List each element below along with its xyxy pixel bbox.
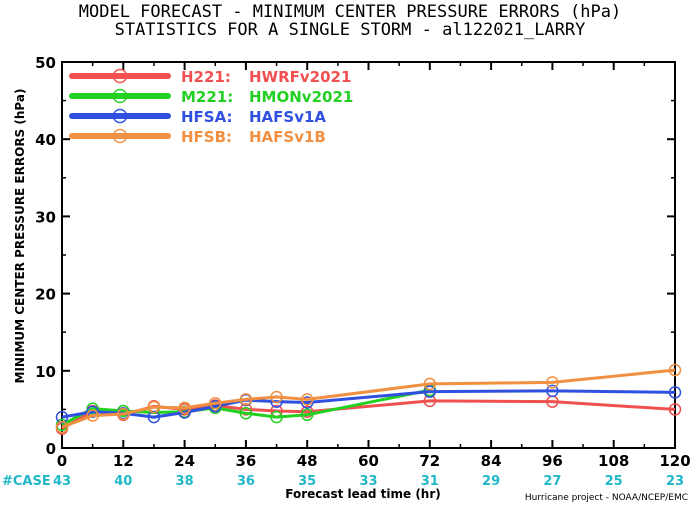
- x-tick-label: 12: [113, 452, 134, 470]
- y-tick-label: 10: [35, 363, 56, 381]
- legend-marker: [112, 68, 128, 84]
- data-point: [147, 410, 161, 424]
- legend-code: M221:: [181, 88, 233, 106]
- legend-model: HWRFv2021: [249, 68, 351, 86]
- legend-code: H221:: [181, 68, 231, 86]
- legend-marker: [112, 128, 128, 144]
- data-point: [423, 377, 437, 391]
- data-point: [300, 405, 314, 418]
- data-point: [55, 420, 69, 434]
- case-count: 38: [176, 474, 194, 489]
- data-point: [178, 401, 191, 415]
- case-count: 29: [482, 474, 500, 489]
- data-point: [300, 393, 314, 406]
- data-point: [668, 386, 682, 399]
- data-point: [270, 390, 283, 404]
- data-point: [546, 384, 559, 398]
- data-point: [147, 400, 161, 414]
- case-count: 35: [298, 474, 316, 489]
- case-count: 31: [421, 474, 439, 489]
- data-point: [300, 396, 314, 409]
- data-point: [209, 400, 222, 413]
- legend-model: HMONv2021: [249, 88, 353, 106]
- y-tick-label: 20: [35, 286, 56, 304]
- x-tick-label: 0: [57, 452, 67, 470]
- legend-model: HAFSv1A: [249, 108, 326, 126]
- data-point: [117, 407, 130, 421]
- case-count: 27: [543, 474, 561, 489]
- data-point: [55, 410, 69, 424]
- y-tick-label: 50: [35, 54, 56, 72]
- case-count: 43: [53, 474, 71, 489]
- case-count: 40: [114, 474, 132, 489]
- y-tick-label: 30: [35, 208, 56, 226]
- legend-model: HAFSv1B: [249, 128, 326, 146]
- chart-subtitle: STATISTICS FOR A SINGLE STORM - al122021…: [115, 20, 586, 40]
- x-tick-label: 120: [659, 452, 690, 470]
- case-count: 25: [605, 474, 623, 489]
- case-count: 33: [359, 474, 377, 489]
- plot-area: 0 43 12 40 24 38 36 36 48 35 60 33 72 31 84 29 96 27 108 25…: [35, 54, 691, 489]
- x-tick-label: 72: [419, 452, 440, 470]
- data-point: [546, 376, 559, 389]
- y-axis-label: MINIMUM CENTER PRESSURE ERRORS (hPa): [13, 89, 27, 384]
- x-tick-label: 108: [598, 452, 629, 470]
- data-point: [668, 403, 682, 416]
- data-point: [239, 407, 253, 420]
- data-point: [239, 393, 253, 406]
- data-point: [86, 405, 99, 418]
- credit-text: Hurricane project - NOAA/NCEP/EMC: [525, 493, 688, 503]
- data-point: [300, 408, 314, 422]
- data-point: [239, 403, 253, 416]
- data-point: [668, 363, 682, 377]
- y-tick-label: 0: [46, 440, 56, 458]
- series-line: [61, 399, 676, 430]
- x-tick-label: 48: [297, 452, 318, 470]
- case-count: 23: [666, 474, 684, 489]
- data-point: [270, 410, 283, 424]
- case-label: #CASE: [2, 474, 51, 489]
- chart-title: MODEL FORECAST - MINIMUM CENTER PRESSURE…: [79, 2, 621, 22]
- case-count: 36: [237, 474, 255, 489]
- legend-code: HFSA:: [181, 108, 233, 126]
- x-tick-label: 96: [542, 452, 563, 470]
- legend-marker: [112, 88, 128, 104]
- legend-code: HFSB:: [181, 128, 232, 146]
- x-axis-label: Forecast lead time (hr): [285, 487, 441, 501]
- data-point: [209, 396, 222, 410]
- x-tick-label: 24: [174, 452, 195, 470]
- data-point: [86, 409, 99, 422]
- x-tick-label: 84: [481, 452, 502, 470]
- x-tick-label: 36: [235, 452, 256, 470]
- legend-marker: [112, 108, 128, 124]
- data-point: [423, 385, 437, 398]
- y-tick-label: 40: [35, 131, 56, 149]
- x-tick-label: 60: [358, 452, 379, 470]
